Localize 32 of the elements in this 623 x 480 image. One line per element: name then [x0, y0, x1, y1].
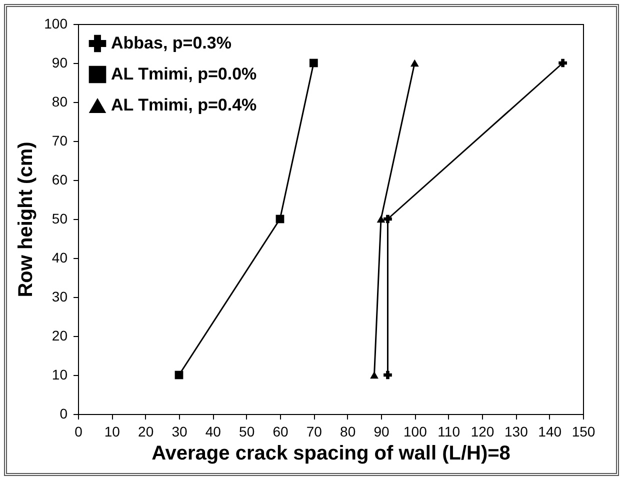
- y-axis-title: Row height (cm): [15, 142, 38, 298]
- legend-label: AL Tmimi, p=0.4%: [111, 96, 257, 114]
- x-tick-label: 100: [403, 424, 428, 440]
- x-tick-label: 150: [572, 424, 596, 440]
- y-tick-label: 60: [52, 172, 68, 188]
- y-tick-label: 80: [52, 94, 68, 110]
- y-tick-label: 70: [52, 132, 68, 148]
- x-tick-label: 120: [470, 424, 494, 440]
- x-tick-label: 60: [272, 424, 288, 440]
- x-tick-label: 0: [74, 424, 83, 440]
- x-tick-label: 140: [538, 424, 562, 440]
- x-tick-label: 40: [205, 424, 222, 440]
- x-tick-label: 20: [138, 424, 154, 440]
- x-tick-label: 70: [306, 424, 322, 440]
- x-tick-label: 110: [438, 424, 460, 440]
- x-tick-label: 130: [504, 424, 528, 440]
- y-tick-label: 20: [52, 328, 68, 344]
- y-tick-label: 100: [44, 16, 68, 32]
- x-tick-label: 10: [104, 424, 120, 440]
- y-tick-label: 90: [52, 54, 68, 70]
- y-tick-label: 10: [52, 366, 68, 382]
- x-tick-label: 50: [239, 424, 255, 440]
- y-tick-label: 40: [52, 250, 68, 266]
- x-tick-label: 90: [374, 424, 390, 440]
- x-tick-label: 30: [172, 424, 188, 440]
- legend-label: Abbas, p=0.3%: [111, 34, 232, 52]
- x-tick-label: 80: [340, 424, 356, 440]
- legend-label: AL Tmimi, p=0.0%: [111, 64, 257, 84]
- y-tick-label: 30: [52, 288, 68, 304]
- y-tick-label: 50: [52, 210, 68, 226]
- x-axis-title: Average crack spacing of wall (L/H)=8: [152, 442, 510, 464]
- y-tick-label: 0: [60, 406, 68, 422]
